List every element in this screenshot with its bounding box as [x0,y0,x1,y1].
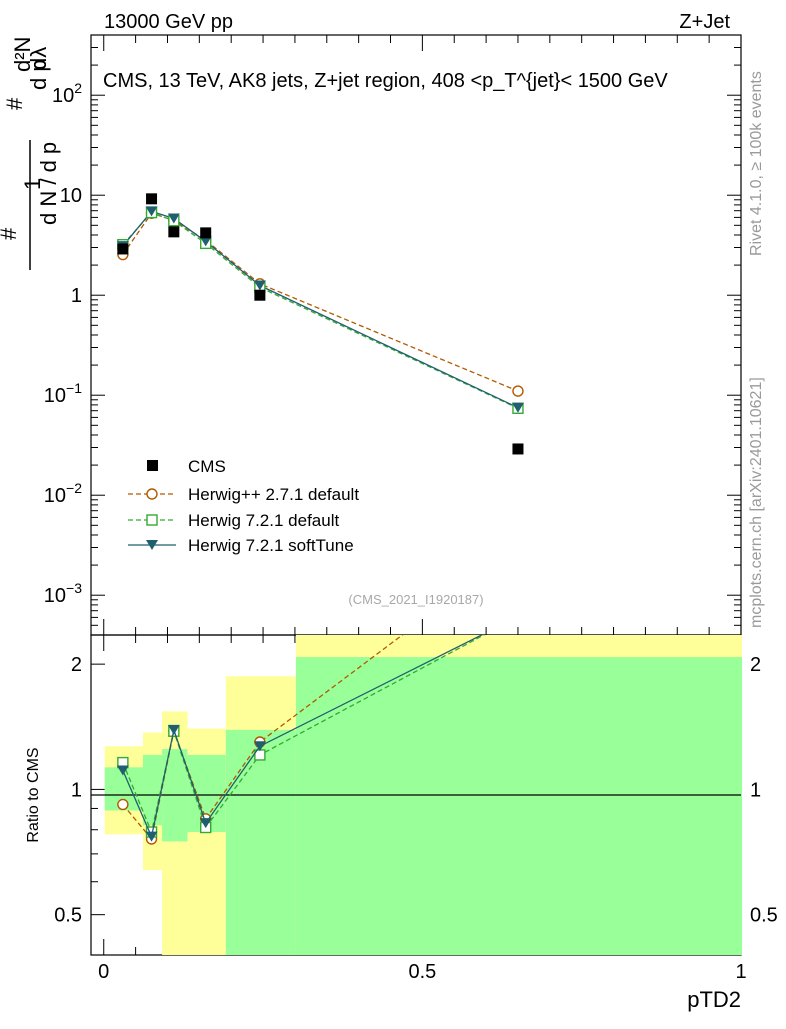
x-tick-label: 0 [98,961,109,983]
ratio-point-0 [117,798,129,811]
legend-marker-herwigpp [146,488,158,500]
legend-label-herwig721: Herwig 7.2.1 default [188,511,339,530]
upper-y-tick-label: 10 [60,185,82,207]
ratio-point-2 [253,741,266,752]
cms-data-point [168,226,180,238]
legend-label-cms: CMS [188,457,226,476]
x-axis-title: pTD2 [687,987,741,1012]
lower-y-tick-label-right: 0.5 [750,905,778,927]
lower-y-tick-label-right: 2 [750,654,761,676]
cms-data-point [512,443,524,455]
main-point-2 [167,213,180,224]
ratio-lines-clipped [116,635,486,845]
main-point-2 [511,402,524,413]
band-inner [225,729,296,955]
upper-y-tick-label: 10−1 [44,380,82,407]
x-tick-label: 0.5 [408,961,436,983]
band-inner [295,657,742,955]
upper-y-axis-title-text: # [2,97,27,110]
rivet-label: Rivet 4.1.0, ≥ 100k events [748,71,765,256]
upper-y-axis-title-text: dλ [26,47,51,70]
upper-y-tick-label: 10−2 [44,480,82,507]
cms-data-point [117,243,129,255]
lower-y-tick-label-left: 2 [71,654,82,676]
x-tick-label: 1 [735,961,746,983]
upper-y-tick-label: 102 [52,80,82,107]
main-line-2 [122,210,519,409]
lower-y-axis-title: Ratio to CMS [25,747,42,842]
legend: CMS Herwig++ 2.7.1 default Herwig 7.2.1 … [128,457,359,555]
ratio-point-2 [116,765,129,776]
lower-y-tick-label-right: 1 [750,779,761,801]
legend-label-softtune: Herwig 7.2.1 softTune [188,536,354,555]
upper-y-ticks: 10−3 10−2 10−1 1 10 102 [44,34,741,636]
upper-y-axis-title-text: d N / d p [36,142,61,225]
band-inner [142,754,163,826]
main-point-2 [145,206,158,217]
header-process: 13000 GeV pp [104,11,233,33]
legend-marker-herwig721 [146,514,158,526]
ratio-line-2 [122,635,483,839]
main-line-0 [122,212,519,392]
upper-y-tick-label: 1 [71,285,82,307]
upper-y-axis-title: # d N / d p 1 # d p d²N dλ [0,37,61,270]
ratio-series [116,635,486,845]
legend-label-herwigpp: Herwig++ 2.7.1 default [188,485,359,504]
ratio-point-2 [199,818,212,829]
legend-marker-softtune [146,540,158,550]
upper-y-axis-title-text: d²N [10,37,35,72]
ratio-point-2 [145,831,158,842]
upper-y-axis-title-text: 1 [20,178,45,190]
lower-y-tick-label-left: 1 [71,779,82,801]
lower-y-tick-label-left: 0.5 [54,905,82,927]
legend-marker-cms [147,460,158,471]
mcplots-label: mcplots.cern.ch [arXiv:2401.10621] [748,377,765,628]
cms-data-point [254,289,266,301]
cms-data-point [146,193,158,205]
cms-data-point [200,227,212,239]
chart-title: CMS, 13 TeV, AK8 jets, Z+jet region, 408… [103,70,668,92]
analysis-watermark: (CMS_2021_I1920187) [348,592,483,607]
header-analysis: Z+Jet [679,11,730,33]
upper-y-axis-title-text: # [0,227,21,240]
main-point-2 [253,280,266,291]
main-series [116,193,524,455]
main-point-2 [199,236,212,247]
main-point-0 [512,385,524,397]
ratio-line-1 [122,635,486,835]
upper-y-axis-title-text: d p [26,59,51,90]
upper-y-tick-label: 10−3 [44,580,82,607]
ratio-point-2 [167,724,180,735]
